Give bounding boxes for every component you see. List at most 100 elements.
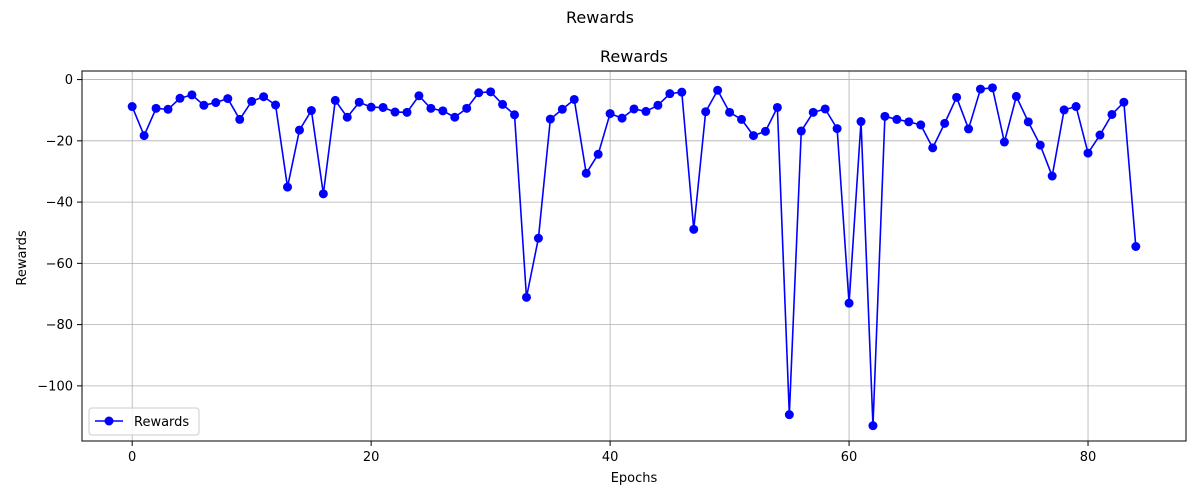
- data-point: [557, 104, 567, 114]
- data-point: [892, 114, 902, 124]
- data-point: [294, 125, 304, 135]
- data-point: [438, 106, 448, 116]
- data-point: [569, 94, 579, 104]
- x-tick-label: 40: [602, 450, 619, 465]
- data-point: [796, 126, 806, 136]
- data-point: [474, 88, 484, 98]
- data-point: [1035, 140, 1045, 150]
- y-tick-label: −100: [37, 379, 73, 394]
- data-point: [498, 99, 508, 109]
- data-point: [462, 103, 472, 113]
- data-point: [748, 131, 758, 141]
- figure-suptitle: Rewards: [566, 8, 634, 27]
- data-point: [1023, 117, 1033, 127]
- data-point: [426, 103, 436, 113]
- data-point: [199, 100, 209, 110]
- y-tick-label: −40: [46, 196, 73, 211]
- data-point: [737, 114, 747, 124]
- data-point: [629, 104, 639, 114]
- data-point: [187, 90, 197, 100]
- data-point: [832, 124, 842, 134]
- legend-box: [88, 407, 200, 436]
- data-point: [354, 97, 364, 107]
- x-tick-label: 0: [128, 450, 136, 465]
- data-point: [975, 84, 985, 94]
- plot-frame: [81, 70, 1187, 442]
- data-point: [223, 94, 233, 104]
- data-point: [772, 102, 782, 112]
- data-point: [713, 85, 723, 95]
- data-point: [390, 107, 400, 117]
- data-point: [940, 118, 950, 128]
- data-point: [701, 107, 711, 117]
- data-point: [450, 112, 460, 122]
- legend-label: Rewards: [134, 415, 189, 430]
- data-point: [235, 114, 245, 124]
- data-point: [139, 131, 149, 141]
- data-point: [318, 189, 328, 199]
- x-tick-label: 20: [363, 450, 380, 465]
- data-point: [1131, 242, 1141, 252]
- data-point: [283, 182, 293, 192]
- data-point: [725, 107, 735, 117]
- series-line: [131, 87, 1137, 427]
- data-point: [366, 102, 376, 112]
- data-point: [127, 102, 137, 112]
- data-point: [653, 100, 663, 110]
- data-point: [259, 92, 269, 102]
- grid-lines: [82, 71, 1186, 441]
- data-point: [163, 104, 173, 114]
- data-point: [402, 107, 412, 117]
- axis-ticks: 0 20 40 60 80 0 −20 −40 −60 −80 −100: [37, 73, 1096, 465]
- y-axis-label: Rewards: [15, 230, 30, 285]
- legend-marker: [104, 416, 114, 426]
- data-point: [1047, 171, 1057, 181]
- data-point: [330, 95, 340, 105]
- data-point: [880, 111, 890, 121]
- data-point: [414, 91, 424, 101]
- data-point: [928, 143, 938, 153]
- series-layer: [127, 83, 1141, 431]
- legend: Rewards: [88, 407, 200, 436]
- data-point: [617, 113, 627, 123]
- x-tick-label: 80: [1080, 450, 1097, 465]
- data-point: [641, 106, 651, 116]
- data-point: [378, 102, 388, 112]
- y-tick-label: −80: [46, 318, 73, 333]
- y-tick-label: 0: [65, 73, 73, 88]
- x-axis-label: Epochs: [611, 471, 658, 486]
- data-point: [1119, 97, 1129, 107]
- data-point: [271, 100, 281, 110]
- data-point: [306, 106, 316, 116]
- data-point: [521, 292, 531, 302]
- data-point: [916, 120, 926, 130]
- data-point: [593, 149, 603, 159]
- data-point: [987, 83, 997, 93]
- data-point: [510, 110, 520, 120]
- x-tick-label: 60: [841, 450, 858, 465]
- data-point: [342, 112, 352, 122]
- data-point: [486, 87, 496, 97]
- data-point: [211, 98, 221, 108]
- data-point: [808, 107, 818, 117]
- data-point: [999, 137, 1009, 147]
- data-point: [1095, 130, 1105, 140]
- data-point: [784, 410, 794, 420]
- data-point: [856, 117, 866, 127]
- data-point: [1059, 105, 1069, 115]
- data-point: [175, 93, 185, 103]
- chart-title: Rewards: [600, 47, 668, 66]
- data-point: [545, 114, 555, 124]
- data-point: [1011, 91, 1021, 101]
- data-point: [844, 298, 854, 308]
- data-point: [247, 96, 257, 106]
- data-point: [1083, 148, 1093, 158]
- y-tick-label: −20: [46, 134, 73, 149]
- data-point: [868, 421, 878, 431]
- data-point: [964, 124, 974, 134]
- data-point: [1107, 109, 1117, 119]
- data-point: [952, 92, 962, 102]
- data-point: [760, 126, 770, 136]
- data-point: [533, 233, 543, 243]
